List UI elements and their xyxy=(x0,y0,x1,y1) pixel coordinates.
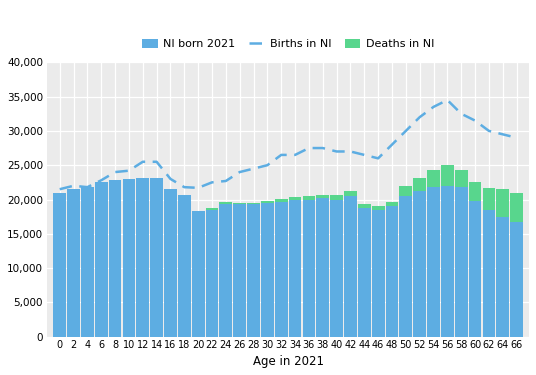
Births in NI xyxy=(250,166,257,171)
Births in NI xyxy=(98,178,105,183)
Bar xyxy=(123,179,135,337)
Bar xyxy=(316,195,329,198)
Bar xyxy=(219,204,232,337)
Bar xyxy=(399,196,412,337)
Bar xyxy=(427,187,440,337)
Bar xyxy=(510,222,523,337)
Bar xyxy=(150,177,163,337)
Births in NI xyxy=(319,146,326,150)
Births in NI xyxy=(264,163,271,168)
Births in NI xyxy=(112,170,118,174)
Births in NI xyxy=(361,153,368,157)
Bar xyxy=(247,204,260,337)
Bar xyxy=(496,217,509,337)
Births in NI xyxy=(458,111,464,116)
Bar xyxy=(441,186,454,337)
Births in NI xyxy=(236,170,243,174)
Births in NI xyxy=(306,146,312,150)
Bar xyxy=(441,165,454,186)
Bar xyxy=(468,201,481,337)
Bar xyxy=(247,203,260,204)
Bar xyxy=(385,202,398,206)
Bar xyxy=(53,193,66,337)
Bar xyxy=(316,198,329,337)
Bar xyxy=(95,182,108,337)
Births in NI xyxy=(416,115,423,119)
Bar xyxy=(219,202,232,204)
Bar xyxy=(275,199,288,202)
Bar xyxy=(81,187,94,337)
Births in NI xyxy=(403,129,409,133)
Legend: NI born 2021, Births in NI, Deaths in NI: NI born 2021, Births in NI, Deaths in NI xyxy=(138,35,438,54)
Bar xyxy=(178,195,191,337)
Bar xyxy=(192,211,205,337)
Bar xyxy=(413,191,426,337)
Bar xyxy=(455,187,467,337)
Bar xyxy=(233,203,246,204)
Births in NI xyxy=(153,159,160,164)
Births in NI xyxy=(375,156,381,160)
Bar xyxy=(330,200,343,337)
X-axis label: Age in 2021: Age in 2021 xyxy=(252,355,324,368)
Bar xyxy=(385,206,398,337)
Births in NI xyxy=(444,98,451,102)
Bar xyxy=(496,189,509,217)
Bar xyxy=(206,209,218,210)
Births in NI xyxy=(167,177,174,181)
Bar xyxy=(261,201,274,203)
Births in NI xyxy=(333,149,340,154)
Bar xyxy=(482,188,495,210)
Births in NI xyxy=(472,118,478,123)
Bar xyxy=(510,193,523,222)
Bar xyxy=(206,210,218,337)
Bar xyxy=(330,195,343,200)
Bar xyxy=(302,200,315,337)
Births in NI xyxy=(56,187,63,192)
Births in NI xyxy=(389,142,395,147)
Bar xyxy=(261,203,274,337)
Bar xyxy=(67,189,80,337)
Births in NI xyxy=(278,153,285,157)
Bar xyxy=(289,198,301,200)
Bar xyxy=(233,204,246,337)
Bar xyxy=(413,177,426,191)
Bar xyxy=(482,210,495,337)
Bar xyxy=(427,170,440,187)
Births in NI xyxy=(513,135,520,140)
Births in NI xyxy=(139,159,146,164)
Births in NI xyxy=(84,185,91,189)
Births in NI xyxy=(486,129,492,133)
Births in NI xyxy=(500,132,506,136)
Bar xyxy=(344,191,357,196)
Births in NI xyxy=(70,183,77,188)
Bar xyxy=(455,170,467,187)
Births in NI xyxy=(195,186,202,190)
Births in NI xyxy=(347,149,354,154)
Bar xyxy=(399,186,412,196)
Bar xyxy=(358,209,371,337)
Bar xyxy=(289,200,301,337)
Births in NI xyxy=(222,179,229,183)
Bar xyxy=(344,196,357,337)
Bar xyxy=(275,202,288,337)
Bar xyxy=(109,180,122,337)
Bar xyxy=(136,177,149,337)
Births in NI xyxy=(292,153,299,157)
Births in NI xyxy=(126,168,132,173)
Bar xyxy=(372,210,384,337)
Births in NI xyxy=(209,180,215,184)
Bar xyxy=(164,189,177,337)
Births in NI xyxy=(181,185,188,189)
Bar xyxy=(358,204,371,209)
Line: Births in NI: Births in NI xyxy=(59,100,517,189)
Births in NI xyxy=(430,105,437,109)
Bar xyxy=(372,206,384,210)
Bar xyxy=(302,196,315,200)
Bar xyxy=(468,182,481,201)
